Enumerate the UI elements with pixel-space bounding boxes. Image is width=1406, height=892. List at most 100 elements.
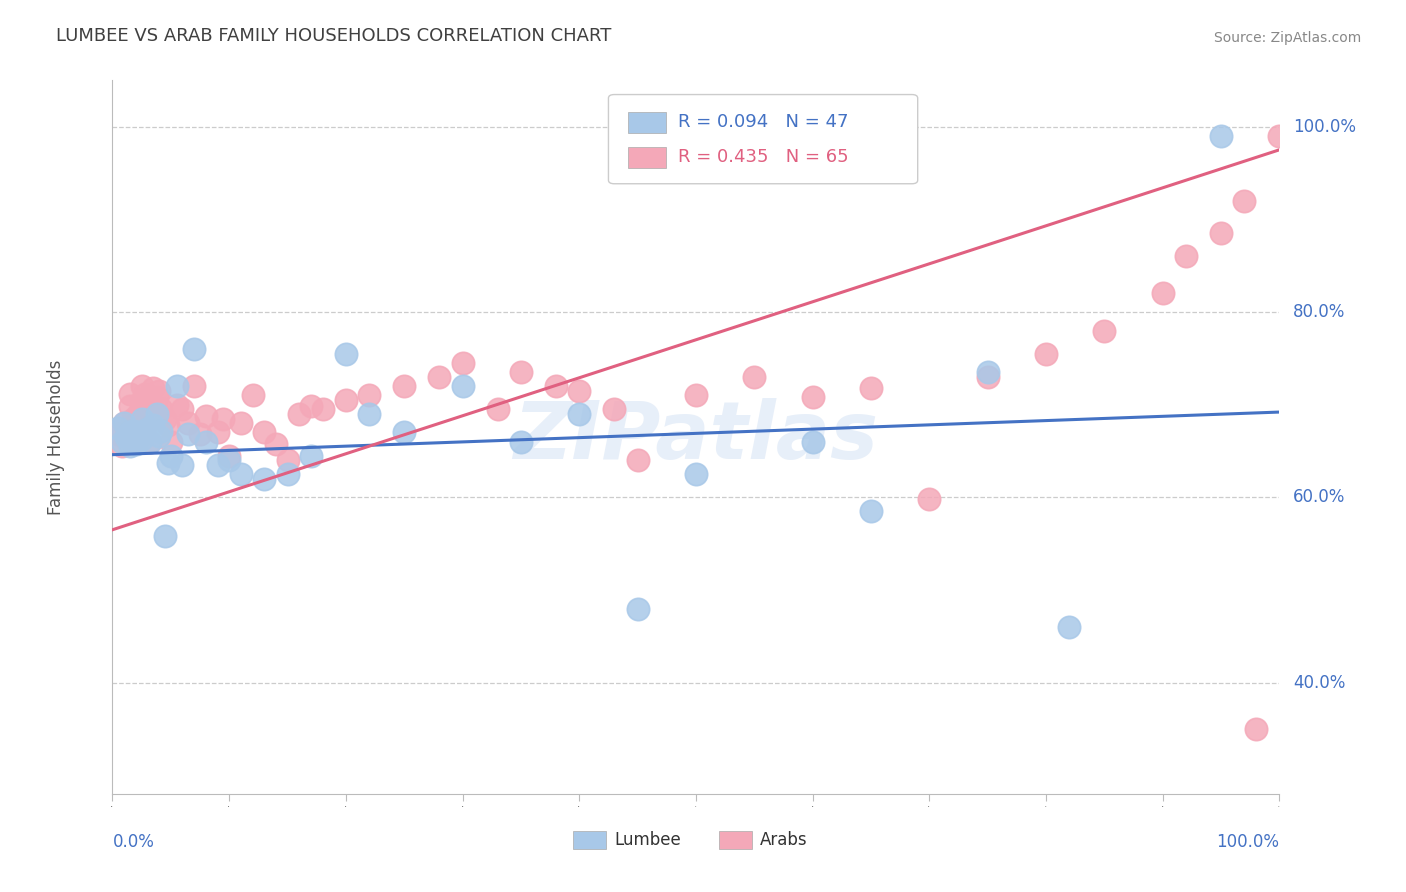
Point (1035, 346, 1057, 360)
Text: 60.0%: 60.0% (1294, 488, 1346, 507)
Point (166, 398, 188, 412)
Point (153, 411, 176, 425)
Point (1233, 194, 1256, 208)
Point (118, 400, 141, 414)
Point (125, 427, 148, 442)
Point (160, 434, 183, 449)
Point (125, 434, 148, 449)
Point (264, 436, 287, 450)
Point (183, 379, 205, 393)
Point (107, 421, 129, 435)
Point (131, 411, 153, 425)
Point (253, 425, 276, 440)
Point (139, 434, 162, 449)
Point (1209, 226, 1232, 240)
Point (122, 424, 145, 438)
Point (1152, 286, 1174, 301)
Text: 80.0%: 80.0% (1294, 303, 1346, 321)
Point (111, 439, 134, 453)
Point (139, 434, 162, 449)
Point (127, 425, 149, 439)
Point (134, 426, 156, 441)
Bar (628, 146, 665, 168)
Point (166, 379, 188, 393)
Point (131, 379, 153, 393)
Point (134, 386, 156, 401)
Point (1175, 249, 1198, 263)
Point (127, 407, 149, 421)
Text: 0.0%: 0.0% (112, 833, 155, 851)
Point (218, 453, 240, 467)
Point (229, 416, 252, 430)
Point (918, 492, 941, 507)
Point (242, 388, 264, 402)
Point (976, 369, 998, 384)
Point (685, 388, 707, 402)
Point (207, 425, 229, 440)
Point (335, 392, 357, 407)
Text: LUMBEE VS ARAB FAMILY HOUSEHOLDS CORRELATION CHART: LUMBEE VS ARAB FAMILY HOUSEHOLDS CORRELA… (56, 27, 612, 45)
Point (276, 467, 298, 482)
Bar (574, 831, 606, 849)
Point (744, 369, 766, 384)
Point (136, 416, 159, 430)
Point (125, 421, 148, 435)
Point (229, 467, 252, 482)
Point (153, 529, 176, 543)
Point (183, 342, 205, 356)
Point (142, 417, 165, 432)
Point (194, 409, 217, 423)
Point (142, 381, 165, 395)
Point (157, 417, 180, 432)
Point (451, 379, 474, 393)
Point (148, 384, 170, 398)
Point (136, 422, 159, 436)
Point (1059, 620, 1081, 634)
Point (207, 458, 229, 472)
Point (1268, 128, 1291, 143)
Text: Lumbee: Lumbee (614, 830, 681, 848)
Point (451, 356, 474, 370)
Point (194, 434, 217, 449)
Point (136, 402, 159, 417)
Point (146, 390, 169, 404)
Point (427, 369, 450, 384)
Point (276, 453, 298, 467)
Point (335, 346, 357, 360)
Point (544, 379, 567, 393)
Point (150, 424, 173, 438)
Text: Arabs: Arabs (761, 830, 808, 848)
Point (394, 379, 416, 393)
Point (288, 407, 311, 421)
Point (150, 402, 173, 417)
Point (122, 411, 145, 425)
Point (568, 384, 591, 398)
FancyBboxPatch shape (609, 95, 918, 184)
Point (976, 365, 998, 379)
Point (509, 434, 531, 449)
Point (172, 458, 194, 472)
Point (603, 402, 626, 417)
Point (112, 416, 135, 430)
Point (860, 504, 883, 518)
Point (188, 427, 211, 442)
Point (801, 434, 824, 449)
Point (486, 402, 509, 417)
Text: ZIPatlas: ZIPatlas (513, 398, 879, 476)
Point (1244, 722, 1267, 736)
Point (685, 467, 707, 482)
Point (568, 407, 591, 421)
Point (177, 427, 200, 442)
Point (1094, 324, 1116, 338)
Point (172, 402, 194, 417)
Point (111, 434, 134, 449)
Point (627, 601, 650, 615)
Text: Source: ZipAtlas.com: Source: ZipAtlas.com (1213, 30, 1361, 45)
Point (299, 449, 322, 463)
Point (218, 449, 240, 463)
Point (131, 392, 153, 407)
Point (394, 425, 416, 440)
Point (146, 407, 169, 421)
Point (860, 381, 883, 395)
Text: 40.0%: 40.0% (1294, 673, 1346, 691)
